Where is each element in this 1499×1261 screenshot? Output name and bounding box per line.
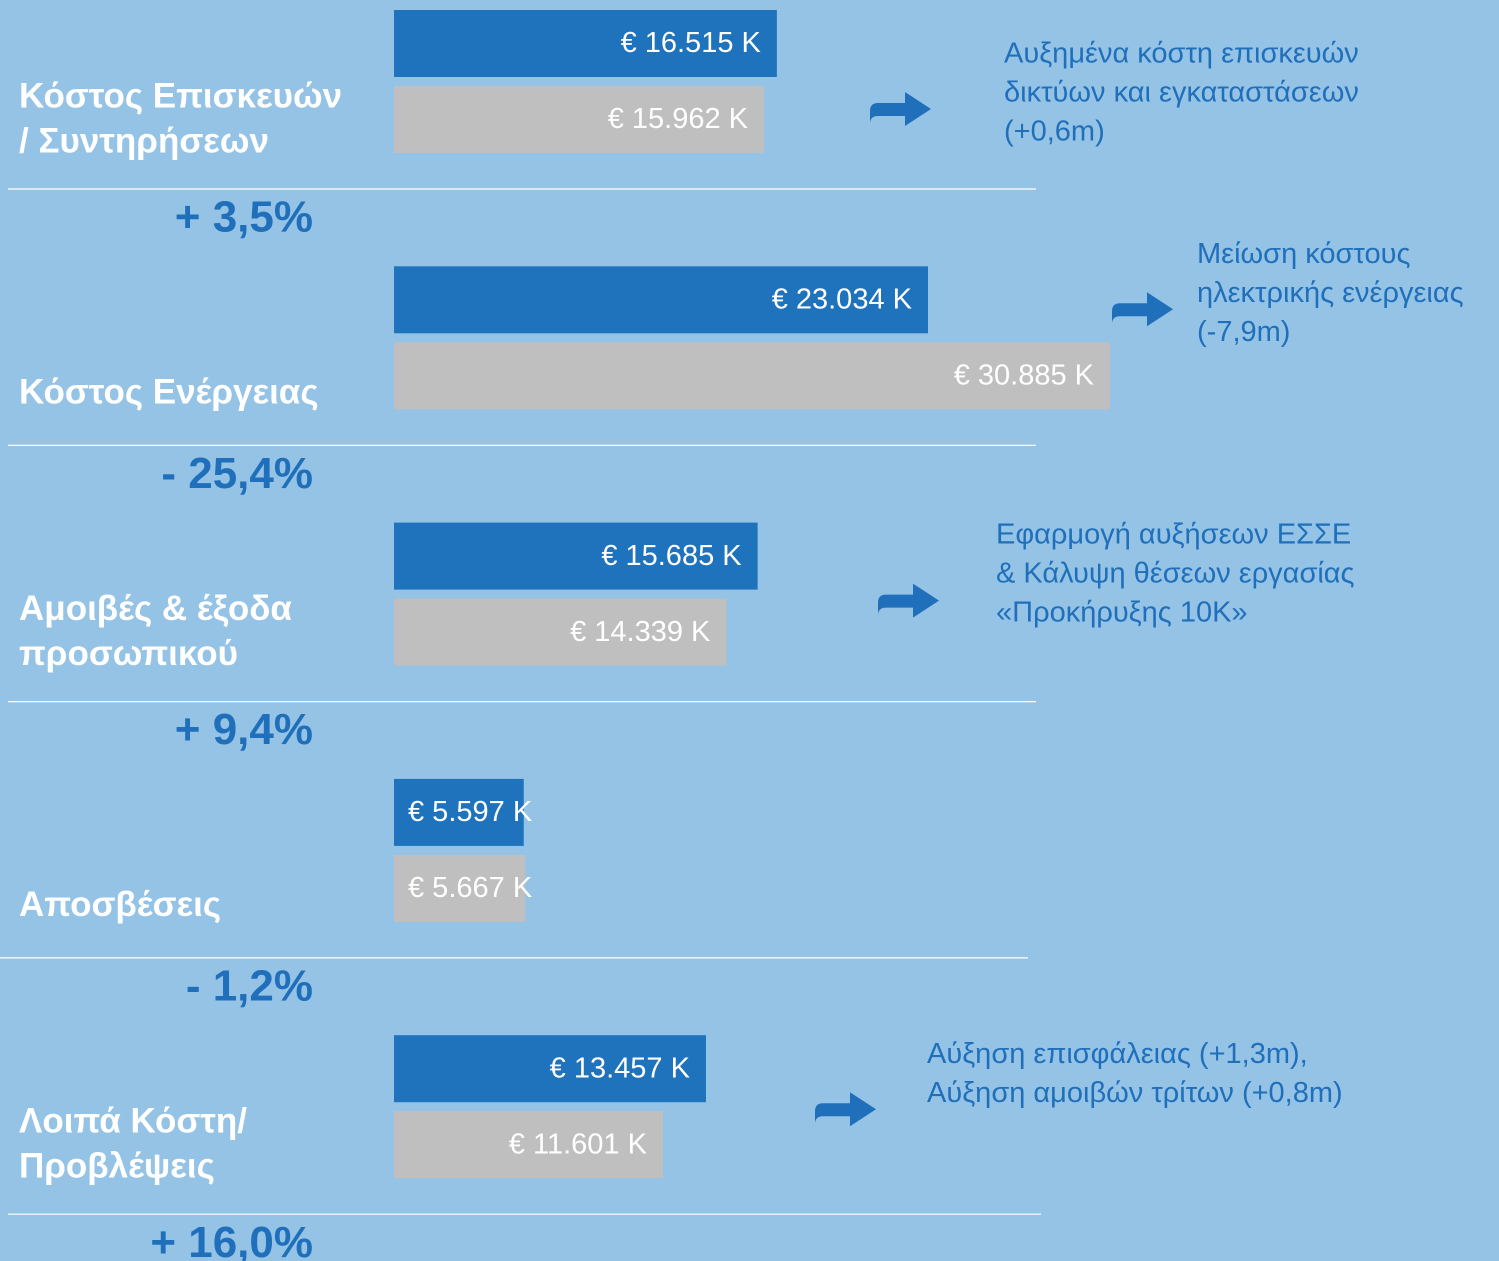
category-label: Λοιπά Κόστη/ — [19, 1101, 247, 1140]
bar — [394, 1111, 663, 1179]
bar — [394, 342, 1110, 410]
bar — [394, 86, 765, 153]
note: δικτύων και εγκαταστάσεων — [1004, 77, 1359, 109]
bar — [394, 10, 777, 77]
note: (+0,6m) — [1004, 116, 1105, 148]
category-label: Προβλέψεις — [19, 1146, 215, 1185]
category-label: Κόστος Επισκευών — [19, 76, 342, 115]
value-label: € 14.339 K — [570, 616, 711, 648]
value-label: € 5.597 K — [408, 796, 533, 828]
category-label: Αποσβέσεις — [19, 885, 221, 924]
bar — [394, 598, 727, 666]
note: Αυξημένα κόστη επισκευών — [1004, 38, 1359, 70]
note: (-7,9m) — [1197, 316, 1290, 348]
arrow — [870, 92, 931, 126]
value-label: € 13.457 K — [550, 1052, 691, 1084]
arrow — [815, 1092, 876, 1127]
note: Αύξηση επισφάλειας (+1,3m), — [927, 1038, 1308, 1070]
change-label: - 1,2% — [186, 962, 313, 1011]
change-label: - 25,4% — [161, 449, 313, 498]
arrow — [878, 583, 939, 618]
change-label: + 3,5% — [175, 193, 313, 242]
bar — [394, 522, 758, 590]
note: Αύξηση αμοιβών τρίτων (+0,8m) — [927, 1077, 1343, 1109]
value-label: € 11.601 K — [509, 1128, 648, 1160]
value-label: € 23.034 K — [772, 283, 913, 315]
category-label: προσωπικού — [19, 634, 238, 673]
bar — [394, 1035, 706, 1103]
bar — [394, 266, 928, 334]
bar — [394, 854, 526, 922]
category-label: / Συντηρήσεων — [19, 121, 269, 160]
note: Μείωση κόστους — [1197, 238, 1410, 270]
category-label: Αμοιβές & έξοδα — [19, 589, 292, 628]
change-label: + 16,0% — [150, 1218, 313, 1261]
arrow — [1112, 292, 1173, 327]
bar — [394, 778, 524, 846]
value-label: € 16.515 K — [621, 27, 762, 59]
note: Εφαρμογή αυξήσεων ΕΣΣΕ — [996, 518, 1351, 550]
value-label: € 15.685 K — [601, 540, 742, 572]
value-label: € 30.885 K — [954, 359, 1095, 391]
change-label: + 9,4% — [175, 705, 313, 754]
note: «Προκήρυξης 10Κ» — [996, 596, 1248, 628]
value-label: € 15.962 K — [608, 103, 749, 135]
value-label: € 5.667 K — [408, 872, 533, 904]
category-label: Κόστος Ενέργειας — [19, 373, 319, 412]
note: & Κάλυψη θέσεων εργασίας — [996, 557, 1355, 589]
note: ηλεκτρικής ενέργειας — [1197, 277, 1464, 309]
